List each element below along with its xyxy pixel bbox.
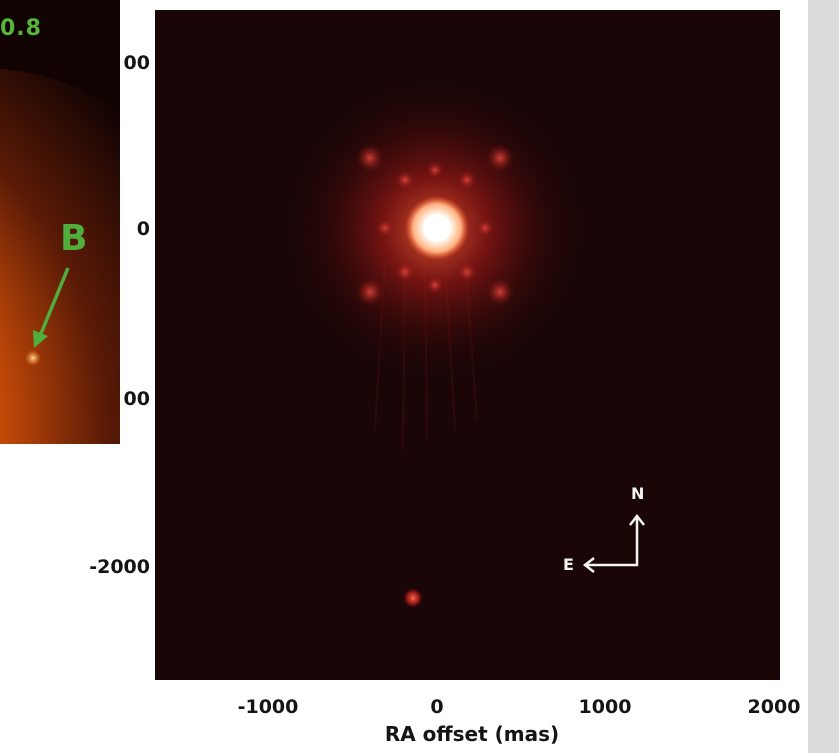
primary-star-center [423,214,451,242]
x-tick-label: 2000 [747,696,801,718]
compass-arrows [582,513,645,573]
y-tick-label: 00 [123,52,150,74]
arrow-icon [33,267,70,348]
speckle-ring [356,144,514,306]
y-tick-label: 00 [123,388,150,410]
inset-companion [25,350,41,366]
compass-east-label: E [563,555,574,574]
inset-primary-glow [0,68,120,444]
inset-value-label: 0.8 [0,16,42,41]
y-tick-label: -2000 [89,556,150,578]
x-tick-label: -1000 [237,696,299,718]
main-image-panel: N E [155,10,780,680]
compass-north-label: N [631,484,645,503]
inset-image: 0.8 B [0,0,120,444]
companion-star [403,588,423,608]
x-axis-label: RA offset (mas) [384,722,560,746]
inset-star-image [0,0,120,444]
right-margin-strip [808,0,839,753]
star-field-image [285,80,645,608]
inset-companion-label: B [60,218,88,259]
x-tick-label: 1000 [578,696,632,718]
y-tick-label: 0 [136,218,150,240]
x-tick-label: 0 [430,696,444,718]
